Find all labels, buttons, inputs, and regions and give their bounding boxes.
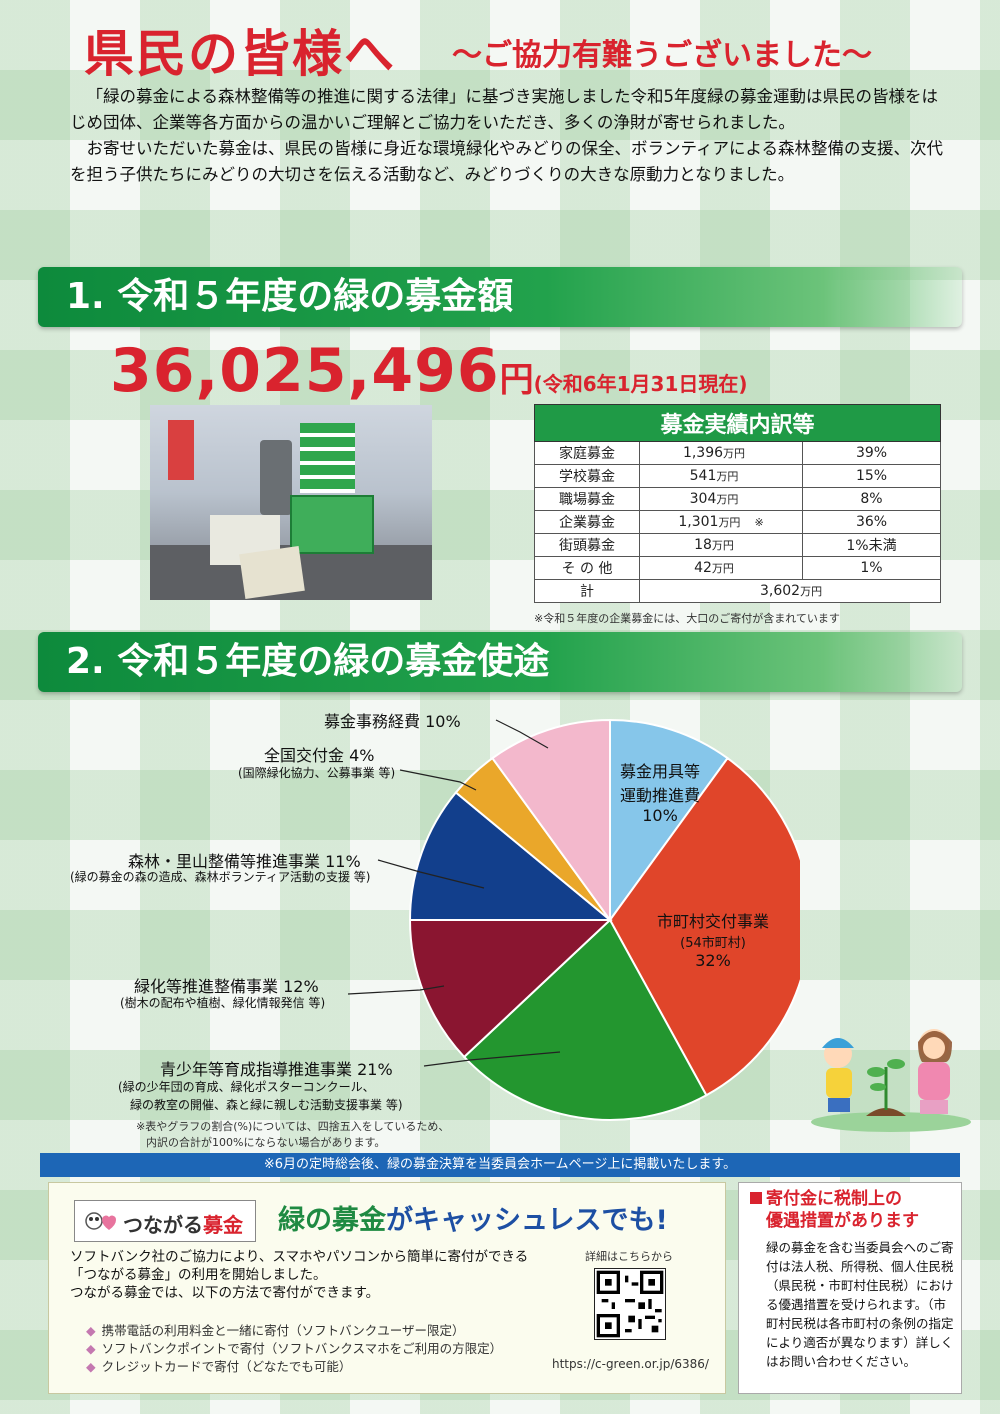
detail-label: 詳細はこちらから xyxy=(585,1250,673,1263)
total-amount: 3,602万円 xyxy=(639,579,941,603)
intro-paragraph-1: 「緑の募金による森林整備等の推進に関する法律」に基づき実施しました令和5年度緑の… xyxy=(70,87,939,132)
label-shinrin: 森林・里山整備等推進事業 11% xyxy=(128,852,361,871)
cashless-text: ソフトバンク社のご協力により、スマホやパソコンから簡単に寄付ができる 「つながる… xyxy=(70,1249,529,1301)
amount-unit: 円 xyxy=(499,360,534,400)
row-amount: 18万円 xyxy=(639,533,803,557)
row-percent: 36% xyxy=(802,510,941,534)
tax-box xyxy=(738,1182,962,1394)
breakdown-row: 企業募金 1,301万円 ※ 36% xyxy=(534,510,941,534)
section-1-heading: 1. 令和５年度の緑の募金額 xyxy=(38,267,962,327)
pie-slice-0 xyxy=(609,718,729,924)
cashless-heading: 緑の募金がキャッシュレスでも! xyxy=(278,1205,668,1236)
label-yougu: 募金用具等 運動推進費 10% xyxy=(619,762,700,825)
breakdown-row: 家庭募金 1,396万円 39% xyxy=(534,441,941,465)
label-shichoson: 市町村交付事業 (54市町村) 32% xyxy=(656,912,769,970)
row-amount: 1,301万円 ※ xyxy=(639,510,803,534)
leader-ryokka xyxy=(347,985,445,995)
amount-number: 36,025,496 xyxy=(110,336,500,406)
label-seishonen-sub-2: 緑の教室の開催、森と緑に親しむ活動支援事業 等) xyxy=(130,1098,403,1112)
leader-shinrin xyxy=(377,859,485,889)
method-item: ◆ ソフトバンクポイントで寄付（ソフトバンクスマホをご利用の方限定） xyxy=(86,1341,503,1356)
label-shinrin-sub: (緑の募金の森の造成、森林ボランティア活動の支援 等) xyxy=(70,870,371,884)
breakdown-row: 街頭募金 18万円 1%未満 xyxy=(534,533,941,557)
breakdown-note: ※令和５年度の企業募金には、大口のご寄付が含まれています xyxy=(534,612,840,625)
pie-slice-6 xyxy=(491,718,611,924)
row-name: 家庭募金 xyxy=(534,441,640,465)
label-zenkoku: 全国交付金 4% xyxy=(264,746,375,765)
pie-note-1: ※表やグラフの割合(%)については、四捨五入をしているため、 xyxy=(136,1120,450,1133)
row-amount: 42万円 xyxy=(639,556,803,580)
kids-planting-illustration xyxy=(811,1029,971,1132)
donation-booth-photo xyxy=(150,405,432,600)
row-name: 学校募金 xyxy=(534,464,640,488)
owl-heart-icon xyxy=(85,1212,117,1230)
tax-body: 緑の募金を含む当委員会へのご寄付は法人税、所得税、個人住民税（県民税・市町村住民… xyxy=(766,1240,954,1369)
row-percent: 1%未満 xyxy=(802,533,941,557)
method-item: ◆ クレジットカードで寄付（どなたでも可能） xyxy=(86,1359,352,1374)
leader-lines xyxy=(347,719,561,1067)
total-label: 計 xyxy=(534,579,640,603)
label-seishonen: 青少年等育成指導推進事業 21% xyxy=(160,1060,393,1079)
method-item: ◆ 携帯電話の利用料金と一緒に寄付（ソフトバンクユーザー限定） xyxy=(86,1323,465,1338)
pie-slice-1 xyxy=(608,756,800,1097)
page-subtitle: ～ご協力有難うございました～ xyxy=(452,38,872,73)
row-percent: 15% xyxy=(802,464,941,488)
breakdown-row: そ の 他 42万円 1% xyxy=(534,556,941,580)
row-percent: 8% xyxy=(802,487,941,511)
pie-note-2: 内訳の合計が100%にならない場合があります。 xyxy=(146,1136,386,1149)
pie-slice-2 xyxy=(462,918,708,1121)
leader-zenkoku xyxy=(399,769,477,791)
donation-methods-list: ◆ 携帯電話の利用料金と一緒に寄付（ソフトバンクユーザー限定） ◆ ソフトバンクポイ… xyxy=(86,1322,502,1376)
qr-code[interactable] xyxy=(594,1268,666,1340)
row-name: 企業募金 xyxy=(534,510,640,534)
row-percent: 1% xyxy=(802,556,941,580)
breakdown-row: 職場募金 304万円 8% xyxy=(534,487,941,511)
tax-heading: 寄付金に税制上の 優遇措置があります xyxy=(750,1188,919,1232)
breakdown-title: 募金実績内訳等 xyxy=(534,404,941,442)
row-name: そ の 他 xyxy=(534,556,640,580)
pie-slice-4 xyxy=(408,791,613,921)
donation-amount: 36,025,496円(令和6年1月31日現在) xyxy=(110,336,748,406)
detail-url[interactable]: https://c-green.or.jp/6386/ xyxy=(552,1357,709,1371)
breakdown-table: 募金実績内訳等 家庭募金 1,396万円 39% 学校募金 541万円 15% 職場募金 30… xyxy=(534,404,941,603)
row-name: 職場募金 xyxy=(534,487,640,511)
breakdown-total-row: 計 3,602万円 xyxy=(534,579,941,603)
row-amount: 541万円 xyxy=(639,464,803,488)
leader-seishonen xyxy=(423,1051,561,1067)
section-2-heading: 2. 令和５年度の緑の募金使途 xyxy=(38,632,962,692)
pie-slice-3 xyxy=(408,919,613,1059)
usage-pie-chart xyxy=(408,718,800,1121)
row-name: 街頭募金 xyxy=(534,533,640,557)
page-title: 県民の皆様へ xyxy=(84,25,396,83)
leader-jimu xyxy=(495,719,549,749)
square-bullet-icon xyxy=(750,1192,762,1204)
row-amount: 304万円 xyxy=(639,487,803,511)
label-ryokka: 緑化等推進整備事業 12% xyxy=(134,977,319,996)
intro-paragraph-2: お寄せいただいた募金は、県民の皆様に身近な環境緑化やみどりの保全、ボランティアに… xyxy=(70,139,944,184)
intro-text: 「緑の募金による森林整備等の推進に関する法律」に基づき実施しました令和5年度緑の… xyxy=(70,84,950,188)
row-percent: 39% xyxy=(802,441,941,465)
tsunagaru-logo: つながる募金 xyxy=(74,1200,256,1242)
label-seishonen-sub-1: (緑の少年団の育成、緑化ポスターコンクール、 xyxy=(118,1080,375,1094)
settlement-notice: ※6月の定時総会後、緑の募金決算を当委員会ホームページ上に掲載いたします。 xyxy=(40,1153,960,1177)
row-amount: 1,396万円 xyxy=(639,441,803,465)
label-jimu: 募金事務経費 10% xyxy=(324,712,461,731)
breakdown-row: 学校募金 541万円 15% xyxy=(534,464,941,488)
amount-date: (令和6年1月31日現在) xyxy=(533,372,748,396)
label-zenkoku-sub: (国際緑化協力、公募事業 等) xyxy=(238,766,396,780)
label-ryokka-sub: (樹木の配布や植樹、緑化情報発信 等) xyxy=(120,996,326,1010)
